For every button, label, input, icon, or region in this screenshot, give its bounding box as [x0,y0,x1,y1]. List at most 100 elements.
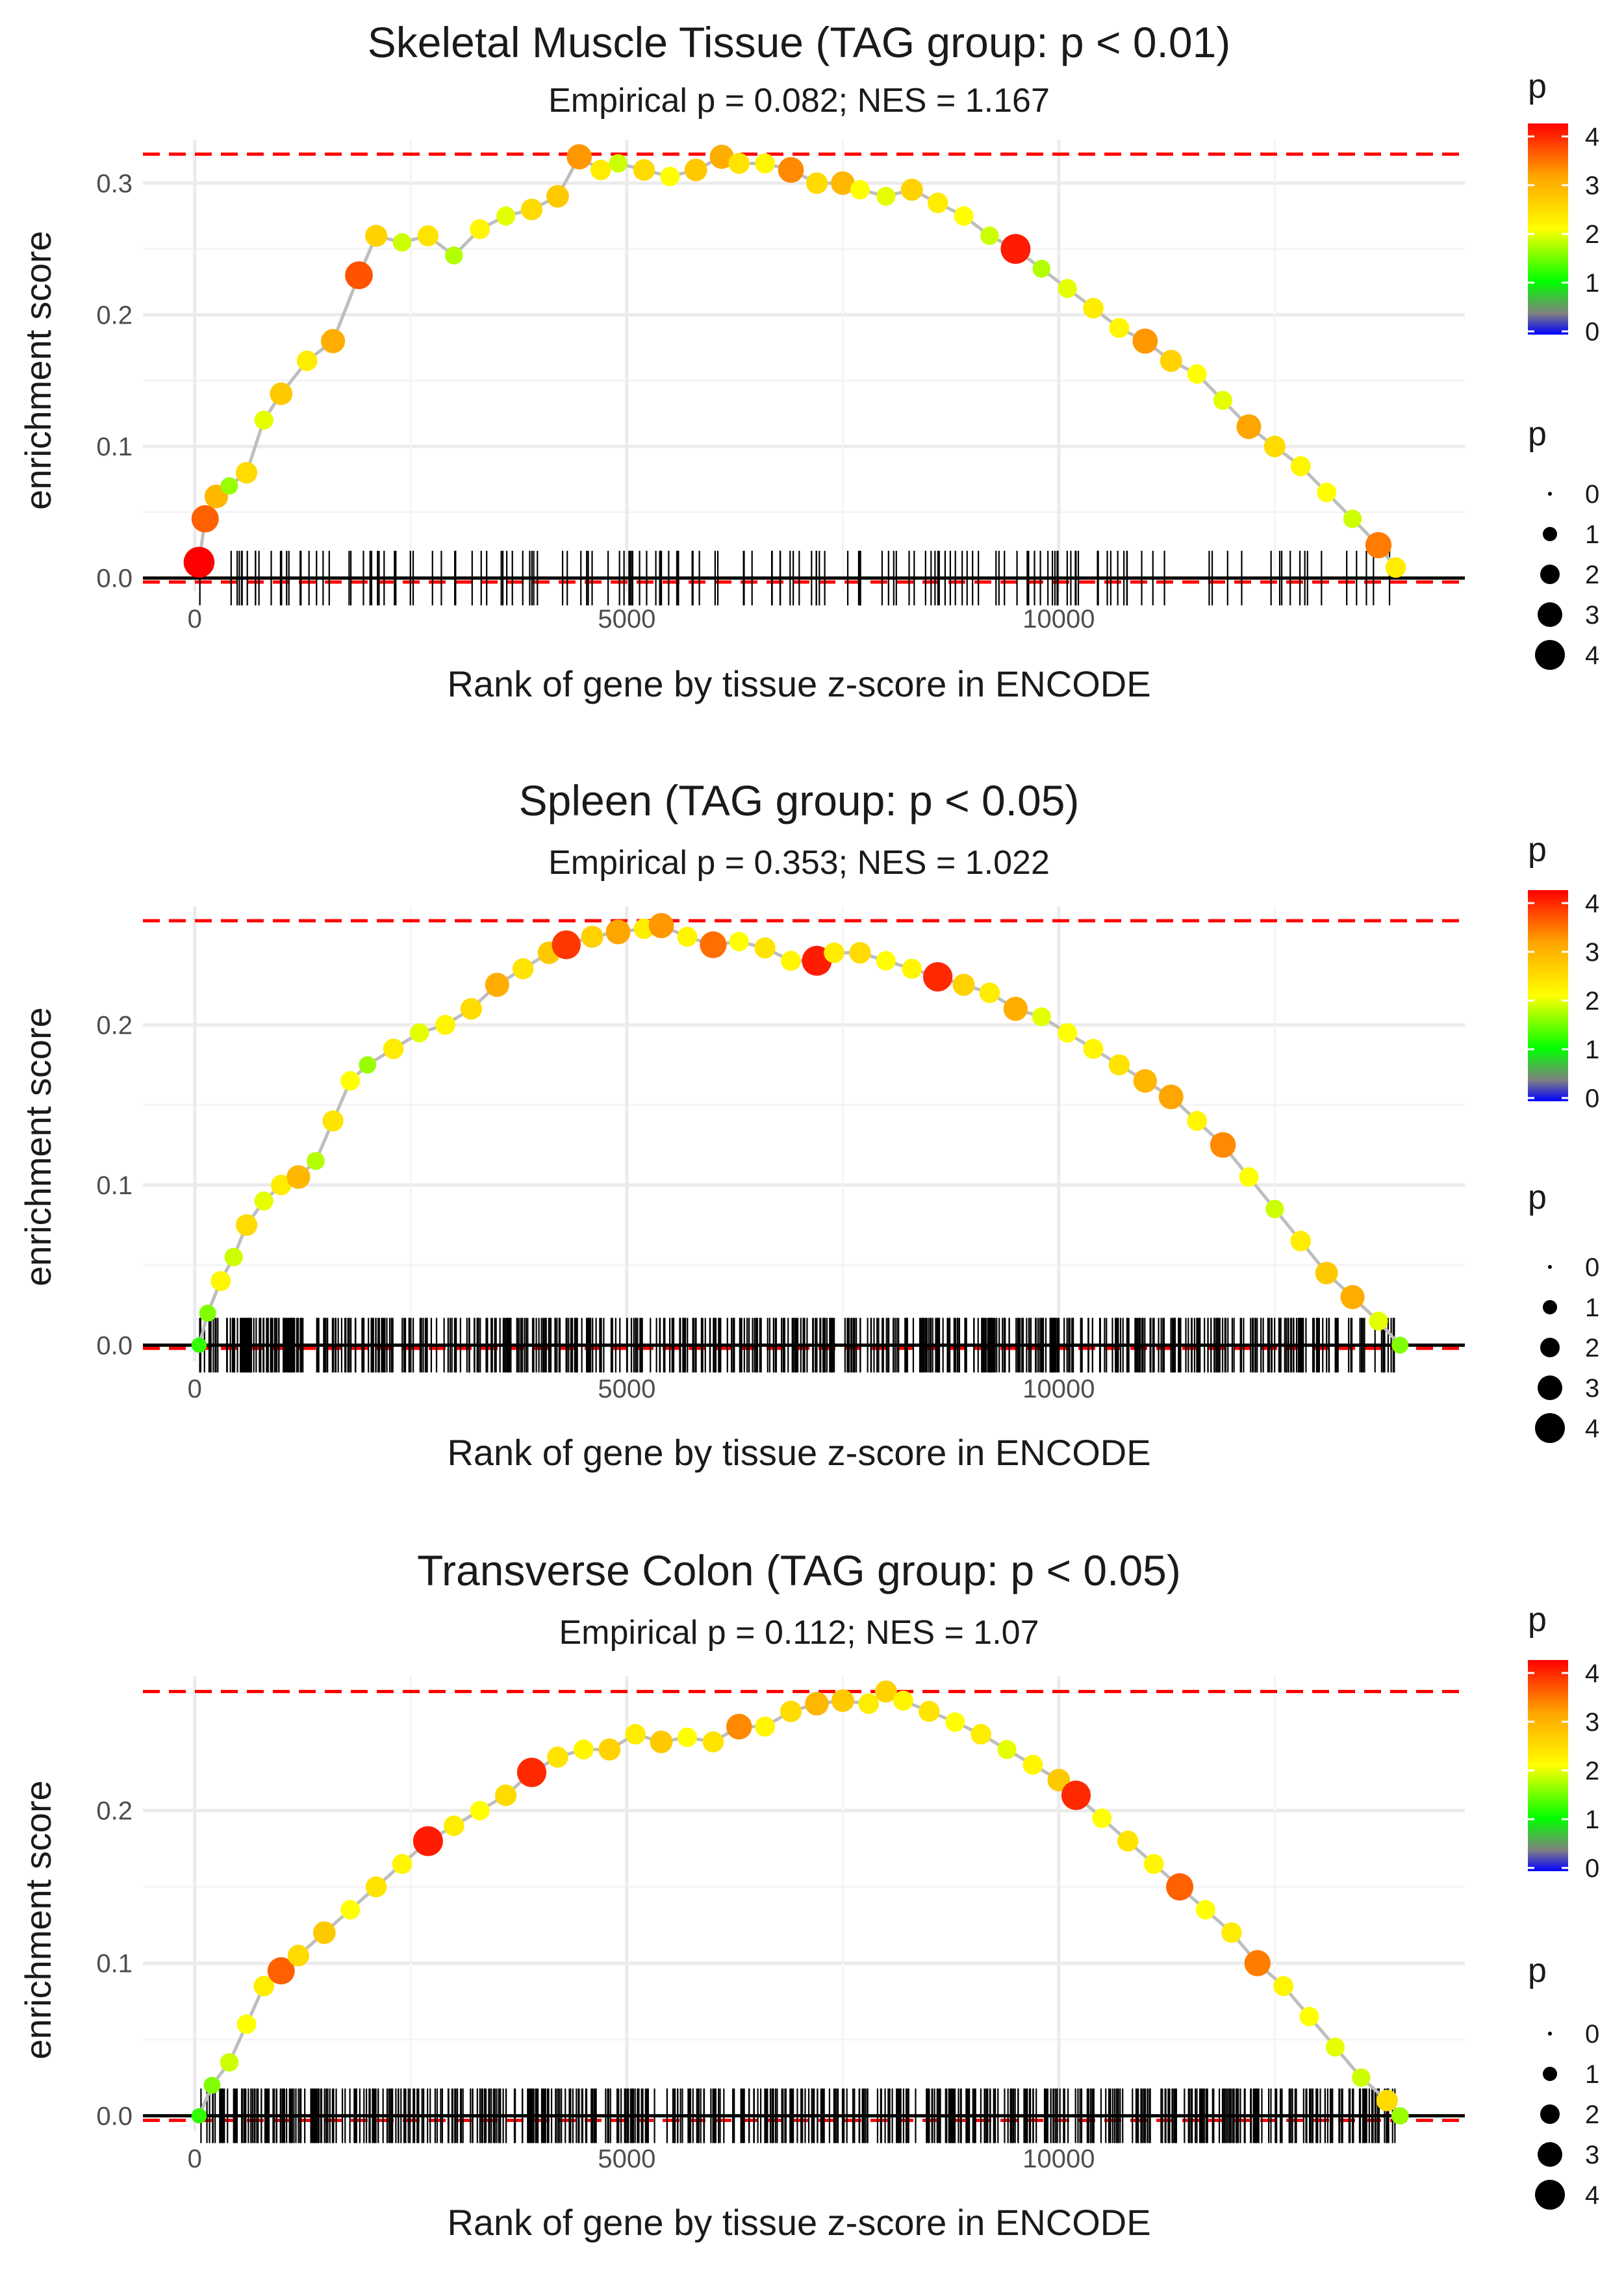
data-point [919,1700,940,1722]
y-tick-label: 0.1 [96,1950,133,1978]
legend-color: p 4 3 2 1 0 [1528,1601,1599,1883]
data-point [1058,1023,1078,1043]
data-point [1058,279,1077,298]
data-point [1340,1284,1365,1310]
data-point [513,958,534,980]
data-point [516,1757,547,1787]
size-key-dot [1548,1265,1552,1269]
data-point [435,1014,455,1035]
x-axis-title: Rank of gene by tissue z-score in ENCODE [447,1432,1150,1473]
size-label: 0 [1585,480,1599,509]
panel-title: Spleen (TAG group: p < 0.05) [519,776,1080,824]
panel-skeletal-muscle: Skeletal Muscle Tissue (TAG group: p < 0… [18,18,1599,704]
data-point [648,913,674,938]
panel-subtitle: Empirical p = 0.112; NES = 1.07 [559,1614,1039,1652]
data-point [729,932,749,952]
y-tick-label: 0.2 [96,301,133,329]
color-tick-label: 1 [1585,1806,1599,1834]
size-key-dot [1535,1413,1565,1443]
data-point [321,329,346,353]
data-point [322,1110,344,1132]
data-point [1265,1199,1284,1219]
data-point [224,1247,243,1266]
data-point [1273,1976,1294,1997]
size-label: 1 [1585,2060,1599,2089]
color-tick-label: 1 [1585,269,1599,298]
data-point [312,1921,336,1945]
data-point [806,172,828,194]
color-tick-label: 2 [1585,987,1599,1016]
data-point [945,1712,965,1732]
data-point [1187,1110,1208,1131]
data-point [1352,2068,1371,2087]
data-point [1047,1769,1071,1792]
data-point [1315,1262,1338,1284]
color-bar-ticks [1528,1672,1568,1869]
enrichment-line [197,1689,1402,2117]
size-key-dot [1540,565,1560,584]
data-point [581,925,603,948]
y-tick-label: 0.2 [96,1797,133,1826]
data-point [1369,1311,1388,1331]
x-tick-label: 5000 [598,1375,655,1403]
data-point [220,2053,239,2072]
data-point [392,1854,412,1874]
y-axis-title: enrichment score [18,1780,58,2060]
x-axis-title: Rank of gene by tissue z-score in ENCODE [447,663,1150,704]
size-label: 1 [1585,520,1599,549]
data-point [1000,234,1031,264]
data-point [345,261,373,290]
legend-size-title: p [1528,415,1547,453]
data-point [236,1214,258,1236]
panel-subtitle: Empirical p = 0.353; NES = 1.022 [548,844,1050,882]
data-point [1290,456,1311,476]
data-point [460,998,483,1020]
x-tick-label: 5000 [598,605,655,633]
data-point [271,1175,292,1195]
data-point [1166,1873,1194,1901]
color-bar [1528,890,1568,1101]
data-point [876,951,896,971]
legend-color: p 4 3 2 1 0 [1528,68,1599,346]
data-point [1263,435,1286,457]
data-point [755,1717,776,1737]
data-point [1132,328,1158,354]
data-point [709,144,734,169]
data-point [485,973,509,997]
x-tick-label: 0 [188,2145,202,2173]
data-point [470,219,490,240]
data-point [191,2108,207,2124]
data-point [700,931,727,958]
size-label: 2 [1585,1334,1599,1362]
color-tick-label: 4 [1585,1659,1599,1688]
data-point [780,1700,802,1722]
data-point [253,1976,275,1997]
data-point [287,1945,310,1967]
data-point [340,1900,361,1920]
size-key-dot [1543,527,1557,541]
data-point [1032,259,1051,278]
color-bar-ticks [1528,902,1568,1099]
data-point [296,350,318,372]
data-point [1083,1038,1104,1059]
data-point [365,1876,387,1898]
data-point [980,226,999,246]
data-point [927,192,948,214]
data-point [979,982,1000,1003]
x-axis-title: Rank of gene by tissue z-score in ENCODE [447,2202,1150,2243]
size-label: 1 [1585,1294,1599,1322]
data-point [199,1305,216,1322]
data-point [849,941,871,964]
size-key-dot [1538,2142,1562,2167]
data-point [702,1731,724,1753]
data-point [728,153,750,174]
color-tick-label: 0 [1585,318,1599,346]
data-point [307,1152,325,1170]
color-tick-label: 0 [1585,1084,1599,1113]
data-point [952,973,975,996]
legend-size: p 0 1 2 3 4 [1528,415,1599,670]
data-point [1195,1900,1215,1920]
x-tick-label: 5000 [598,2145,655,2173]
panel-spleen: Spleen (TAG group: p < 0.05) Empirical p… [18,776,1599,1473]
data-point [1003,997,1028,1021]
